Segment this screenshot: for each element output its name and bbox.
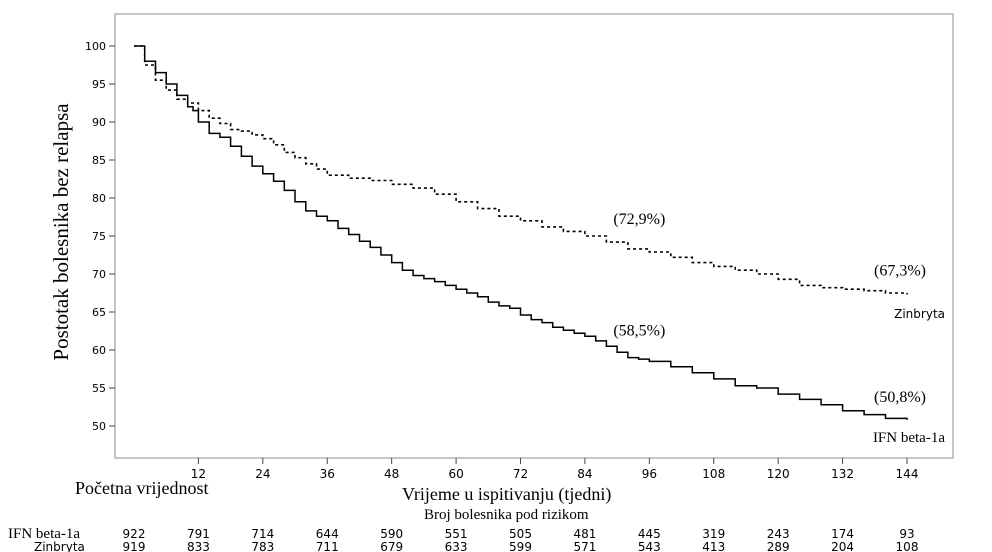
y-tick-label: 60 [92, 344, 106, 357]
risk-cell: 543 [638, 540, 661, 552]
data-label: (67,3%) [874, 263, 926, 280]
y-tick-label: 65 [92, 306, 106, 319]
y-tick-label: 100 [85, 40, 106, 53]
risk-cell: 919 [123, 540, 146, 552]
risk-table-title: Broj bolesnika pod rizikom [424, 507, 589, 523]
risk-cell: 319 [702, 527, 725, 541]
risk-cell: 791 [187, 527, 210, 541]
risk-cell: 633 [445, 540, 468, 552]
risk-row-label: Zinbryta [34, 540, 85, 552]
x-tick-label: 12 [191, 467, 206, 481]
data-label: (50,8%) [874, 389, 926, 406]
x-tick-label: 60 [448, 467, 463, 481]
y-axis: 50 55 60 65 70 75 80 85 90 95 100 [85, 40, 115, 433]
risk-cell: 93 [899, 527, 914, 541]
risk-cell: 413 [702, 540, 725, 552]
risk-cell: 711 [316, 540, 339, 552]
risk-cell: 783 [251, 540, 274, 552]
risk-cell: 481 [573, 527, 596, 541]
risk-cell: 571 [573, 540, 596, 552]
risk-cell: 590 [380, 527, 403, 541]
x-tick-label: 72 [513, 467, 528, 481]
y-tick-label: 75 [92, 230, 106, 243]
risk-cell: 599 [509, 540, 532, 552]
plot-frame [114, 13, 954, 459]
x-tick-label: 144 [896, 467, 919, 481]
risk-cell: 714 [251, 527, 274, 541]
series-line-ifn-beta-1a [134, 45, 908, 420]
y-tick-label: 85 [92, 154, 106, 167]
series-end-label: IFN beta-1a [873, 430, 945, 446]
annotation-layer: (72,9%) (67,3%) (58,5%) (50,8%) Zinbryta IFN … [613, 211, 945, 446]
risk-cell: 679 [380, 540, 403, 552]
x-tick-label: 48 [384, 467, 399, 481]
risk-cell: 445 [638, 527, 661, 541]
y-tick-label: 55 [92, 382, 106, 395]
risk-row-label: IFN beta-1a [8, 526, 80, 542]
risk-cell: 505 [509, 527, 532, 541]
x-tick-label: 120 [767, 467, 790, 481]
y-tick-label: 80 [92, 192, 106, 205]
data-label: (72,9%) [613, 211, 665, 228]
x-tick-label: 36 [320, 467, 335, 481]
risk-cell: 833 [187, 540, 210, 552]
x-tick-label: 96 [642, 467, 657, 481]
risk-cell: 551 [445, 527, 468, 541]
series-end-label: Zinbryta [894, 307, 945, 321]
x-tick-label: 24 [255, 467, 270, 481]
risk-cell: 922 [123, 527, 146, 541]
y-tick-label: 70 [92, 268, 106, 281]
series-line-zinbryta [134, 45, 908, 295]
y-tick-label: 50 [92, 420, 106, 433]
x-tick-label: 108 [702, 467, 725, 481]
x-axis-label: Vrijeme u ispitivanju (tjedni) [402, 484, 611, 505]
risk-cell: 108 [896, 540, 919, 552]
risk-cell: 644 [316, 527, 339, 541]
risk-cell: 243 [767, 527, 790, 541]
x-axis: 12 24 36 48 60 72 84 96 108 120 132 144 [191, 458, 919, 481]
y-tick-label: 90 [92, 116, 106, 129]
baseline-label: Početna vrijednost [75, 478, 208, 498]
series-layer [134, 45, 908, 420]
y-tick-label: 95 [92, 78, 106, 91]
risk-cell: 174 [831, 527, 854, 541]
x-tick-label: 132 [831, 467, 854, 481]
risk-cell: 204 [831, 540, 854, 552]
risk-cell: 289 [767, 540, 790, 552]
x-tick-label: 84 [577, 467, 592, 481]
data-label: (58,5%) [613, 322, 665, 339]
y-axis-label: Postotak bolesnika bez relapsa [49, 103, 73, 361]
risk-table: IFN beta-1a 922 791 714 644 590 551 505 481 445 31… [8, 526, 918, 552]
